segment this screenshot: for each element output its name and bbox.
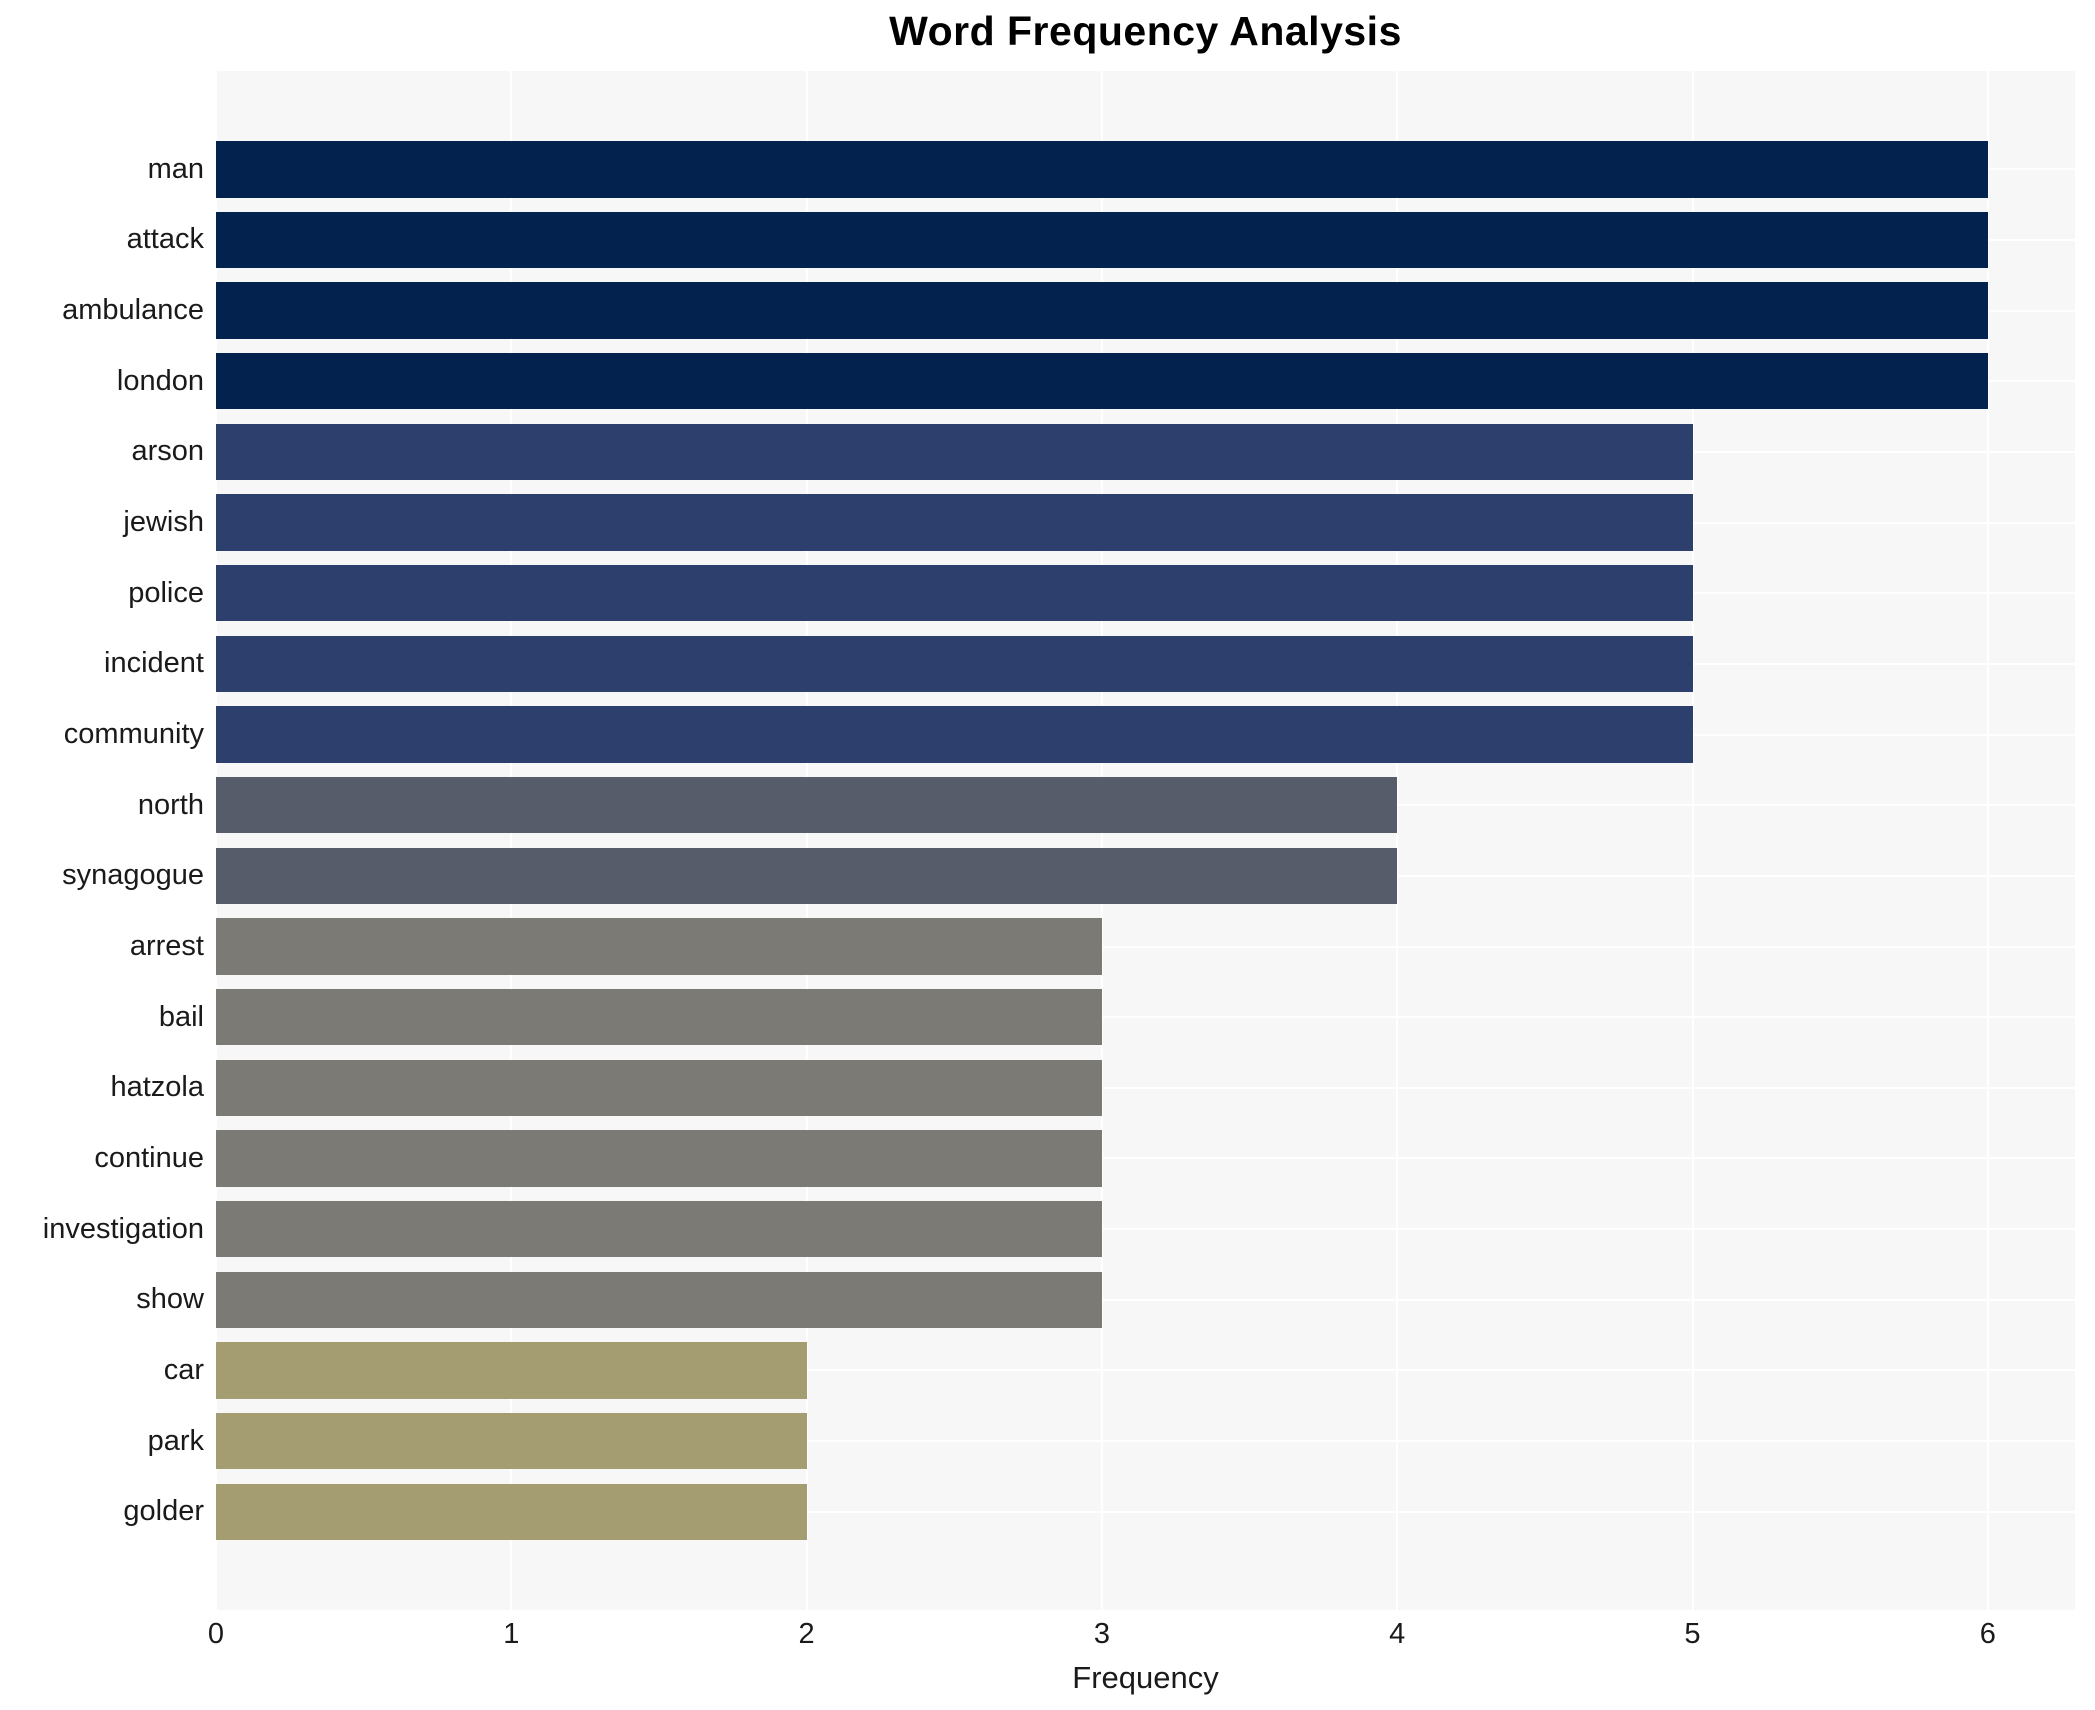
- x-axis-label: Frequency: [1072, 1660, 1219, 1695]
- bar-park: [216, 1412, 807, 1470]
- vertical-gridline: [1986, 71, 1989, 1610]
- horizontal-gridline: [216, 1440, 2075, 1443]
- bar-investigation: [216, 1200, 1102, 1258]
- horizontal-gridline: [216, 1298, 2075, 1301]
- y-label-jewish: jewish: [123, 506, 204, 539]
- chart-title: Word Frequency Analysis: [889, 8, 1402, 54]
- vertical-gridline: [215, 71, 217, 1610]
- y-label-community: community: [63, 718, 204, 751]
- x-tick-0: 0: [207, 1618, 225, 1650]
- y-label-hatzola: hatzola: [110, 1071, 204, 1104]
- x-tick-6: 6: [1979, 1618, 1996, 1650]
- horizontal-gridline: [216, 1157, 2075, 1160]
- horizontal-gridline: [216, 1016, 2075, 1019]
- bar-jewish: [216, 494, 1693, 551]
- y-label-police: police: [128, 576, 204, 609]
- bar-police: [216, 564, 1693, 622]
- x-tick-4: 4: [1389, 1618, 1406, 1650]
- y-label-man: man: [147, 152, 204, 185]
- y-label-synagogue: synagogue: [62, 859, 204, 892]
- y-label-show: show: [136, 1283, 204, 1316]
- bar-london: [216, 352, 1988, 410]
- horizontal-gridline: [216, 945, 2075, 948]
- horizontal-gridline: [216, 1228, 2075, 1231]
- bar-bail: [216, 988, 1102, 1046]
- horizontal-gridline: [216, 1369, 2075, 1372]
- bar-north: [216, 776, 1398, 834]
- y-label-bail: bail: [158, 1000, 204, 1033]
- y-label-park: park: [147, 1424, 204, 1457]
- y-label-arson: arson: [131, 435, 204, 468]
- bar-continue: [216, 1130, 1102, 1187]
- y-label-investigation: investigation: [42, 1212, 204, 1245]
- bar-hatzola: [216, 1059, 1102, 1117]
- vertical-gridline: [1100, 71, 1103, 1610]
- x-axis-ticks: 0 1 2 3 4 5 6: [0, 1618, 2095, 1654]
- bar-synagogue: [216, 847, 1398, 905]
- bar-attack: [216, 211, 1988, 269]
- bar-show: [216, 1271, 1102, 1329]
- vertical-gridline: [510, 71, 513, 1610]
- bar-golder: [216, 1483, 807, 1541]
- y-label-london: london: [116, 364, 204, 397]
- vertical-gridline: [1691, 71, 1694, 1610]
- y-label-north: north: [137, 788, 204, 821]
- y-axis-labels: man attack ambulance london arson jewish polic…: [0, 71, 204, 1610]
- bar-man: [216, 141, 1988, 198]
- y-label-arrest: arrest: [129, 930, 204, 962]
- y-label-ambulance: ambulance: [62, 294, 204, 327]
- x-tick-1: 1: [503, 1618, 520, 1650]
- bar-ambulance: [216, 282, 1988, 339]
- y-label-attack: attack: [126, 223, 204, 256]
- y-label-incident: incident: [104, 647, 204, 680]
- horizontal-gridline: [216, 1510, 2075, 1513]
- vertical-gridline: [805, 71, 808, 1610]
- bar-incident: [216, 635, 1693, 693]
- horizontal-gridline: [216, 1086, 2075, 1089]
- bar-car: [216, 1342, 807, 1399]
- x-tick-3: 3: [1093, 1618, 1110, 1650]
- y-label-car: car: [163, 1353, 204, 1386]
- vertical-gridline: [1396, 71, 1399, 1610]
- plot-area: [215, 71, 2075, 1610]
- bar-community: [216, 706, 1693, 763]
- y-label-continue: continue: [94, 1141, 204, 1174]
- bar-arson: [216, 423, 1693, 481]
- x-tick-5: 5: [1684, 1618, 1701, 1650]
- x-tick-2: 2: [798, 1618, 815, 1650]
- bar-arrest: [216, 918, 1102, 975]
- y-label-golder: golder: [123, 1495, 204, 1528]
